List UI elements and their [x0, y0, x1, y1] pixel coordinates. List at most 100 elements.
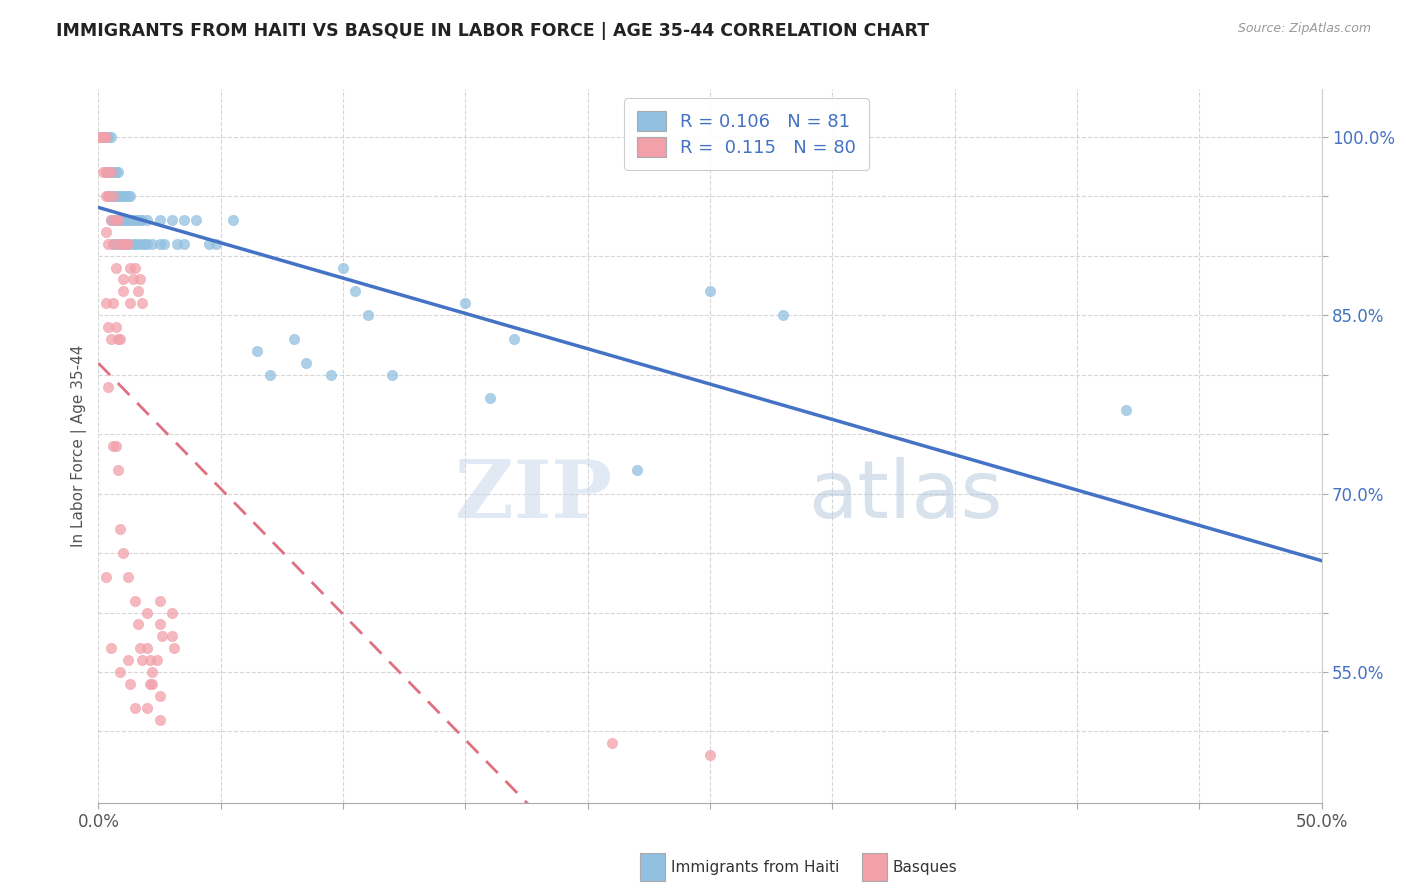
- Point: [246, 343, 269, 358]
- Point: [90, 129, 112, 144]
- Point: [110, 236, 132, 251]
- Y-axis label: In Labor Force | Age 35-44: In Labor Force | Age 35-44: [72, 345, 87, 547]
- Point: [94, 129, 117, 144]
- Point: [97, 189, 120, 203]
- Point: [110, 236, 132, 251]
- Point: [100, 129, 122, 144]
- Point: [110, 665, 132, 679]
- Point: [149, 593, 172, 607]
- Point: [94, 570, 117, 584]
- Point: [91, 165, 114, 179]
- Point: [141, 677, 163, 691]
- Point: [107, 213, 129, 227]
- Point: [503, 332, 526, 346]
- Text: Basques: Basques: [893, 860, 957, 874]
- Point: [124, 260, 146, 275]
- Point: [131, 236, 153, 251]
- Point: [91, 129, 114, 144]
- Point: [94, 129, 117, 144]
- Point: [124, 213, 146, 227]
- Point: [114, 189, 136, 203]
- Point: [136, 236, 159, 251]
- Point: [332, 260, 354, 275]
- Point: [104, 189, 127, 203]
- Point: [141, 665, 163, 679]
- Point: [100, 332, 122, 346]
- Point: [100, 213, 122, 227]
- Point: [90, 129, 112, 144]
- Point: [100, 641, 122, 656]
- Point: [129, 272, 152, 286]
- Point: [283, 332, 305, 346]
- Point: [163, 641, 186, 656]
- Point: [100, 189, 122, 203]
- Point: [101, 189, 124, 203]
- Point: [699, 748, 721, 763]
- Point: [127, 236, 149, 251]
- Point: [149, 213, 172, 227]
- Point: [94, 129, 117, 144]
- Point: [97, 165, 120, 179]
- Point: [131, 213, 153, 227]
- Point: [104, 213, 127, 227]
- Point: [90, 129, 112, 144]
- Point: [111, 546, 134, 560]
- Point: [150, 629, 173, 643]
- Point: [94, 165, 117, 179]
- Point: [127, 285, 149, 299]
- Point: [117, 189, 139, 203]
- Point: [136, 641, 159, 656]
- Point: [97, 129, 120, 144]
- Point: [104, 260, 127, 275]
- Point: [173, 213, 195, 227]
- Point: [104, 439, 127, 453]
- Point: [121, 272, 143, 286]
- Point: [97, 165, 120, 179]
- Point: [149, 617, 172, 632]
- Point: [101, 189, 124, 203]
- Point: [120, 260, 142, 275]
- Point: [91, 129, 114, 144]
- Point: [90, 129, 112, 144]
- Text: Immigrants from Haiti: Immigrants from Haiti: [671, 860, 839, 874]
- Point: [107, 189, 129, 203]
- Point: [100, 213, 122, 227]
- Point: [90, 129, 112, 144]
- Point: [295, 356, 318, 370]
- Point: [120, 189, 142, 203]
- Point: [1115, 403, 1137, 417]
- Point: [381, 368, 404, 382]
- Point: [110, 332, 132, 346]
- Point: [107, 463, 129, 477]
- Point: [101, 165, 124, 179]
- Point: [205, 236, 228, 251]
- Point: [111, 236, 134, 251]
- Point: [131, 296, 153, 310]
- Point: [100, 165, 122, 179]
- Point: [104, 236, 127, 251]
- Point: [139, 653, 162, 667]
- Point: [160, 629, 183, 643]
- Point: [127, 213, 149, 227]
- Point: [104, 320, 127, 334]
- Point: [124, 593, 146, 607]
- Point: [111, 236, 134, 251]
- Point: [166, 236, 188, 251]
- Point: [97, 236, 120, 251]
- Point: [97, 379, 120, 393]
- Point: [319, 368, 342, 382]
- Point: [454, 296, 477, 310]
- Point: [124, 700, 146, 714]
- Point: [111, 272, 134, 286]
- Point: [110, 189, 132, 203]
- Point: [160, 606, 183, 620]
- Point: [107, 332, 129, 346]
- Point: [117, 653, 139, 667]
- Point: [107, 165, 129, 179]
- Point: [107, 213, 129, 227]
- Text: ZIP: ZIP: [456, 457, 612, 535]
- Point: [131, 653, 153, 667]
- Point: [94, 189, 117, 203]
- Point: [120, 213, 142, 227]
- Point: [91, 129, 114, 144]
